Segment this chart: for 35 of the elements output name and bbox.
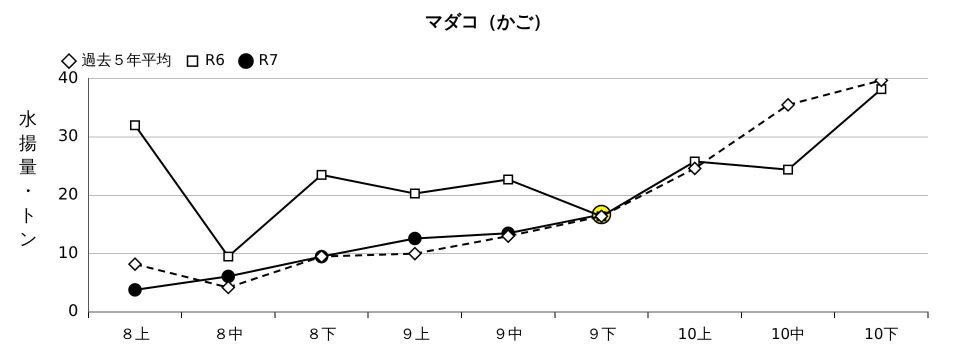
point [128, 283, 142, 297]
x-tick-label: ８中 [213, 324, 244, 343]
y-tick-label: 0 [68, 301, 78, 320]
chart-title: マダコ（かご） [425, 11, 551, 32]
point [222, 270, 236, 284]
point [408, 246, 422, 260]
y-tick-label: 10 [58, 242, 78, 262]
x-tick-label: ９上 [400, 324, 430, 343]
y-tick-label: 20 [58, 184, 78, 204]
point [781, 98, 795, 112]
x-tick-label: ９中 [493, 324, 524, 343]
x-tick-label: 10上 [678, 324, 712, 343]
y-axis-title: 水揚量・トン [18, 108, 38, 252]
point [130, 120, 140, 130]
legend-label: 過去５年平均 [82, 50, 172, 69]
point [783, 164, 794, 175]
point [503, 174, 514, 185]
point [501, 229, 515, 243]
point [223, 252, 234, 262]
legend-label: R6 [205, 50, 225, 69]
y-tick-label: 40 [58, 68, 78, 87]
point [688, 162, 702, 176]
x-tick-label: 10中 [771, 324, 806, 343]
point [410, 188, 420, 199]
point [408, 232, 422, 246]
x-tick-label: ８下 [306, 324, 337, 343]
point [222, 280, 236, 294]
x-tick-label: ９下 [586, 324, 616, 343]
point [876, 84, 886, 94]
point [128, 257, 142, 271]
x-tick-label: ８上 [120, 324, 150, 343]
legend-label: R7 [258, 50, 278, 69]
y-tick-label: 30 [58, 126, 78, 146]
point [316, 170, 327, 180]
x-tick-label: 10下 [864, 324, 898, 343]
